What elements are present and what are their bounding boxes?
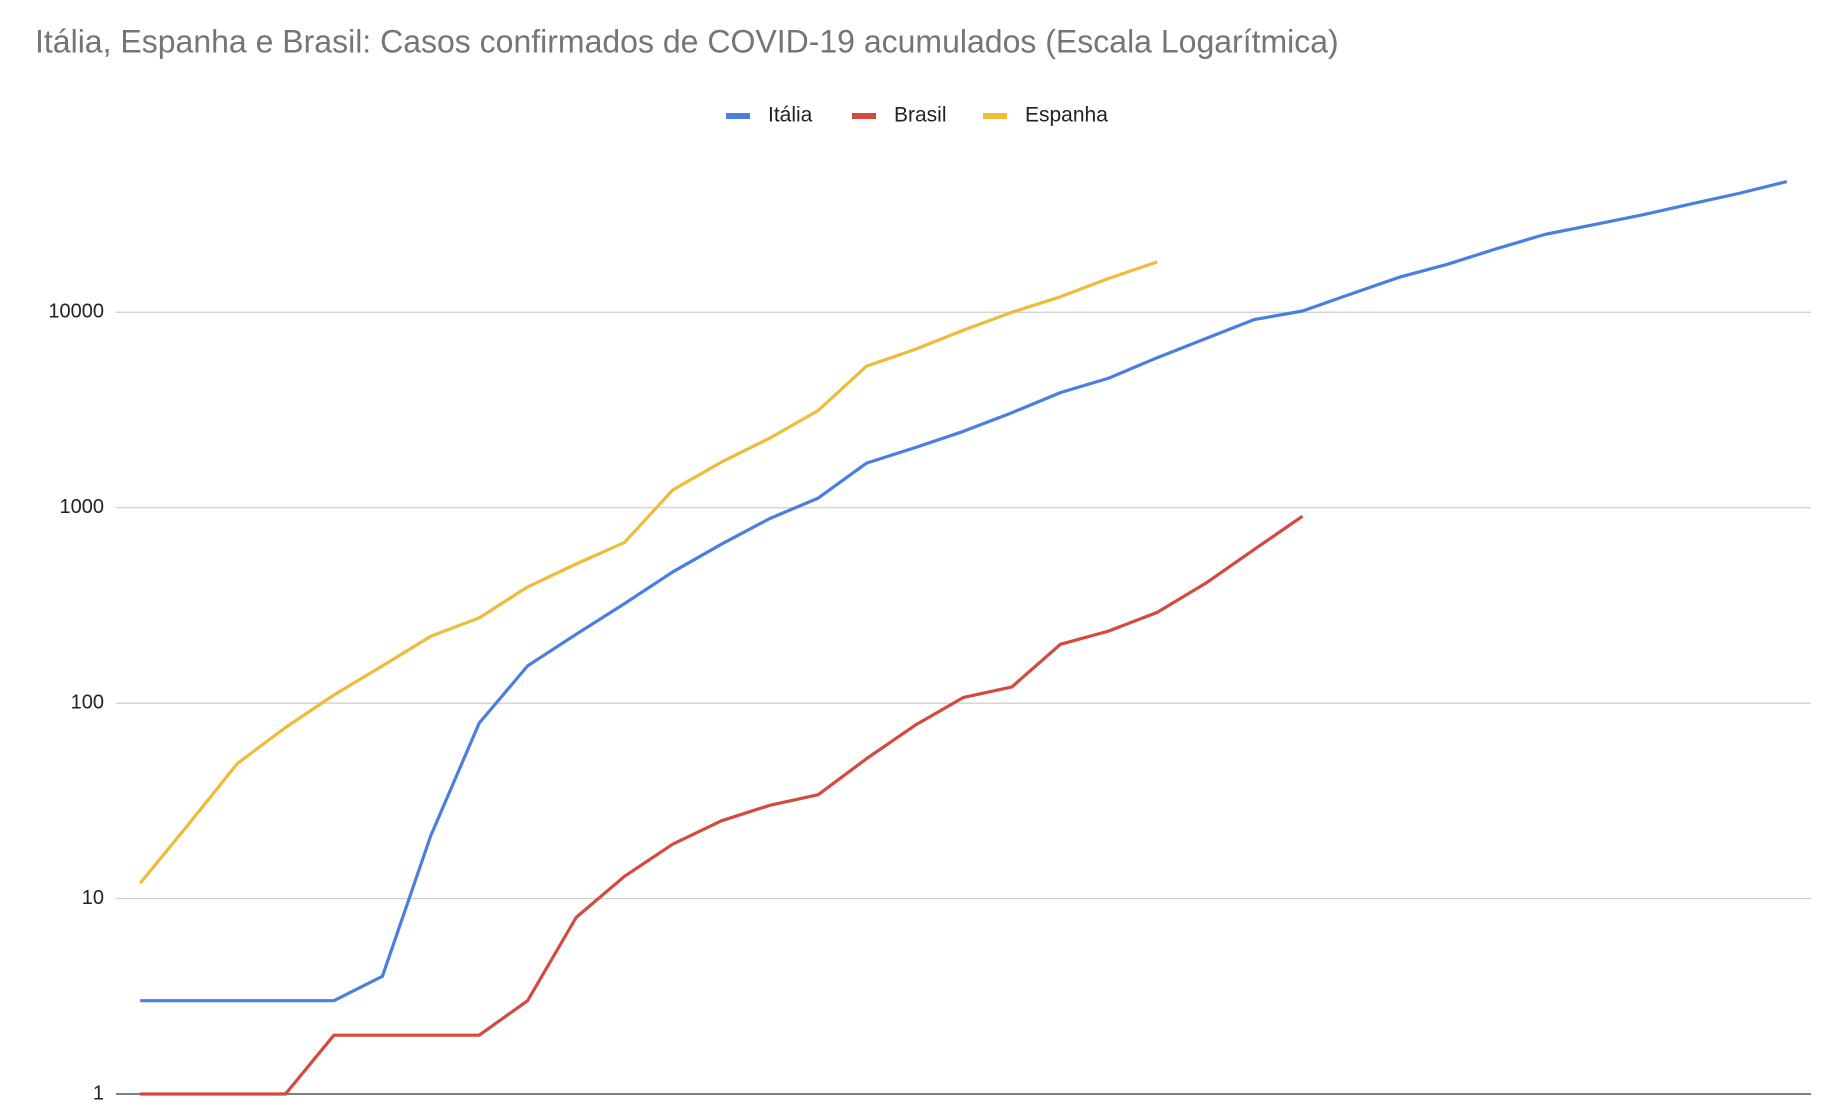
y-tick-label: 1 — [93, 1082, 104, 1104]
y-tick-label: 1000 — [60, 496, 105, 518]
y-tick-label: 10000 — [48, 301, 104, 323]
series-line — [140, 180, 1788, 1003]
chart-title: Itália, Espanha e Brasil: Casos confirma… — [35, 23, 1339, 59]
series-line — [140, 514, 1304, 1096]
y-tick-label: 10 — [82, 887, 104, 909]
legend-label: Itália — [768, 104, 813, 127]
y-tick-label: 100 — [71, 691, 104, 713]
legend-label: Brasil — [894, 104, 947, 127]
legend-label: Espanha — [1025, 104, 1108, 127]
series-line — [138, 260, 1158, 885]
